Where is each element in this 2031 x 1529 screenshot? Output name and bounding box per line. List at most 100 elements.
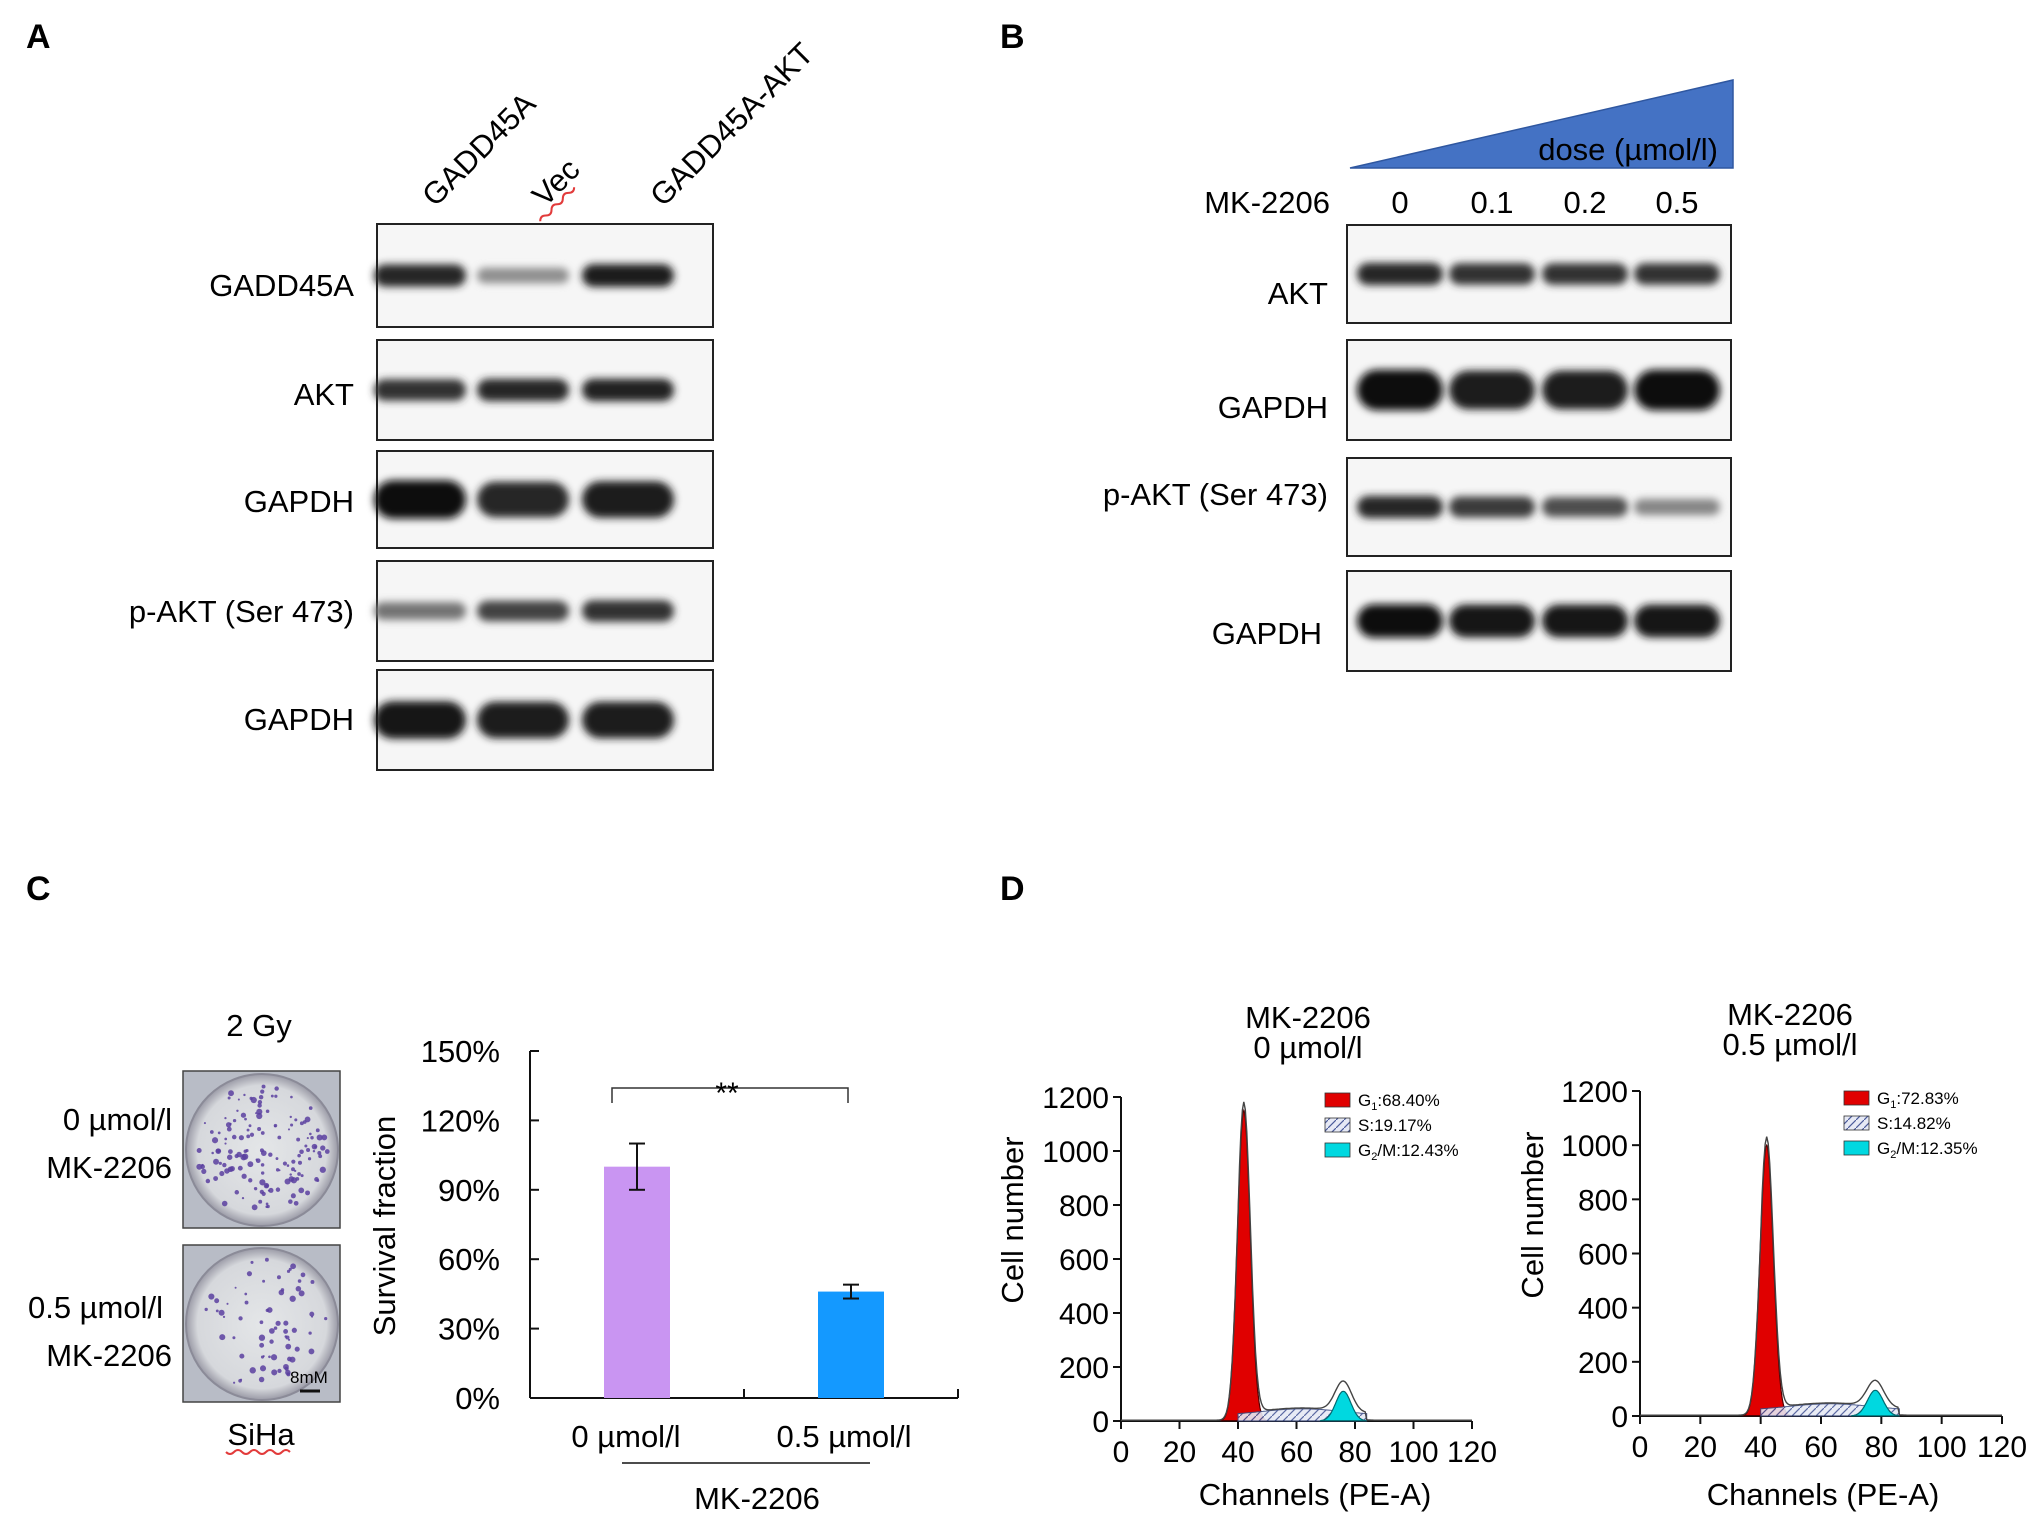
colony-dot [257,1126,262,1131]
legend-swatch [1843,1115,1870,1131]
spellcheck-underline [539,187,576,222]
colony-dot [266,1307,273,1313]
plot2-title-line1: MK-2206 [1727,997,1853,1032]
blot-band [477,267,569,284]
panel-letter-c: C [26,870,51,908]
colony-dot [308,1348,315,1355]
legend-entry: G2/M:12.43% [1358,1141,1459,1163]
colony-dot [240,1112,247,1118]
flow-y-tick-label: 600 [1059,1244,1109,1277]
colony-dot [304,1144,308,1148]
panel-letter-d: D [1000,870,1025,908]
colony-dot [241,1197,245,1200]
colony-dot [296,1137,301,1142]
legend-entry: S:19.17% [1358,1116,1432,1135]
blot-b-akt-label: AKT [1268,276,1328,311]
flow-y-tick-label: 0 [1611,1401,1628,1434]
legend-swatch [1843,1090,1870,1106]
colony-dot [275,1168,280,1172]
colony-dot [288,1199,293,1204]
bar-y-tick-label: 30% [438,1312,500,1347]
colony-dot [278,1289,285,1296]
colony-dot [259,1179,266,1186]
colony-dot [217,1131,221,1135]
colony-dot [211,1137,219,1144]
colony-dot [260,1163,265,1167]
colony-dot [219,1334,226,1341]
blot-band [1634,498,1720,516]
blot-band [374,602,466,620]
colony-dot [269,1339,274,1344]
colony-dot [290,1263,296,1270]
colony-dot [320,1145,326,1151]
flow-x-tick-label: 80 [1865,1431,1898,1464]
colony-dot [270,1094,274,1098]
colony-dot [250,1096,257,1104]
blot-band [477,600,569,622]
colony-dot [258,1334,266,1341]
dose-gradient-triangle [1349,79,1734,169]
blot-band [1542,370,1628,410]
colony-dot [228,1149,233,1154]
blot-a-gapdh2-label: GAPDH [244,702,354,737]
blot-a-akt-bands [374,378,674,402]
blot-b-akt-bands [1357,262,1720,286]
colony-dot [255,1112,258,1115]
colony-dot [201,1163,204,1167]
colony-dot [306,1137,309,1140]
colony-dot [276,1275,281,1280]
colony-dot [291,1167,295,1172]
survival-bar [604,1166,670,1398]
colony-dot [268,1187,274,1193]
colony-dot [324,1316,328,1321]
blot-band [582,378,674,402]
flow-x-tick-label: 100 [1917,1431,1967,1464]
g2m-peak [1319,1390,1367,1422]
blot-band [1542,497,1628,517]
colony-dot [290,1123,294,1127]
spellcheck-underline-siha [225,1449,291,1455]
flow-y-tick-label: 1200 [1042,1082,1109,1115]
colony-dot [226,1154,233,1160]
legend-swatch [1324,1117,1351,1133]
colony-dot [305,1190,310,1196]
colony-dot [283,1329,289,1334]
bar-y-tick-label: 120% [421,1103,500,1138]
dose-0: 0 [1391,185,1408,220]
dish-top-colonies [196,1084,330,1211]
colony-dot [265,1109,270,1114]
colony-dot [224,1137,228,1141]
blot-band [1357,495,1443,519]
colony-dot [309,1132,312,1136]
colony-dot [249,1367,256,1374]
colony-dot [282,1161,288,1166]
colony-dot [226,1126,232,1132]
colony-dot [233,1381,236,1384]
blot-a-akt-label: AKT [294,377,354,412]
survival-bar-chart: 0% 30% 60% 90% 120% 150% 0 µmol/l 0.5 µmol/l S… [367,1034,959,1516]
colony-dot [265,1202,269,1206]
flow-y-tick-label: 1200 [1561,1076,1628,1109]
bar-x-tick-label: 0 µmol/l [571,1419,680,1454]
flow-x-tick-label: 60 [1280,1436,1313,1469]
colony-dot [290,1095,293,1099]
colony-dot [299,1149,304,1155]
colony-dot [310,1135,314,1140]
blot-band [1634,604,1720,638]
colony-dot [259,1342,265,1348]
colony-dot [257,1099,263,1105]
dish-bottom-drug: MK-2206 [46,1338,172,1373]
colony-dot [247,1161,254,1168]
colony-dot [275,1320,281,1326]
colony-dot [288,1267,292,1271]
plot2-x-label: Channels (PE-A) [1707,1477,1940,1512]
legend-swatch [1324,1092,1351,1108]
blot-band [1357,369,1443,411]
legend-entry: G1:72.83% [1877,1089,1959,1111]
colony-dot [289,1173,292,1176]
blot-a-pakt-bands [374,600,674,622]
legend-swatch [1324,1142,1351,1158]
survival-bar [818,1291,884,1398]
colony-dot [285,1335,290,1340]
